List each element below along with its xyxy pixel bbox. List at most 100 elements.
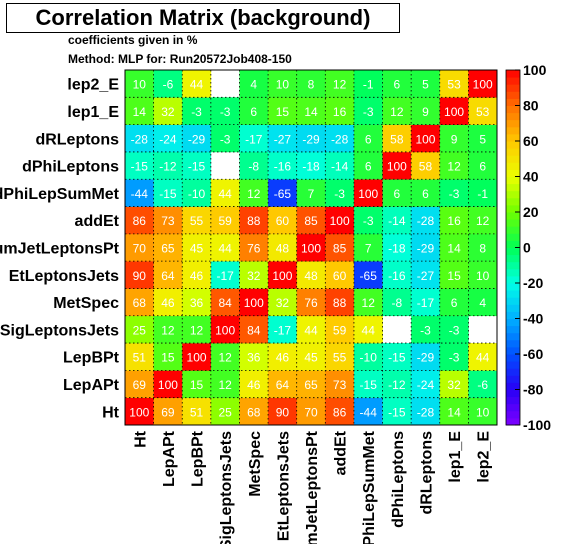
cell-value-label: -16 xyxy=(388,269,406,283)
cell-value-label: 45 xyxy=(304,351,318,365)
colorbar-segment xyxy=(506,155,520,163)
cell-value-label: 100 xyxy=(158,378,178,392)
heatmap-cell xyxy=(210,124,240,153)
cell-value-label: 53 xyxy=(476,105,490,119)
colorbar-segment xyxy=(506,226,520,234)
heatmap-cell xyxy=(153,97,183,125)
colorbar-segment xyxy=(506,212,520,220)
heatmap-cell xyxy=(210,97,240,125)
heatmap-cell xyxy=(239,179,269,207)
heatmap-cell xyxy=(382,370,412,398)
cell-value-label: 32 xyxy=(161,105,175,119)
cell-value-label: -3 xyxy=(449,323,460,337)
x-tick-label: dRLeptons xyxy=(418,431,435,515)
heatmap-cell xyxy=(182,397,212,426)
heatmap-cell xyxy=(439,370,469,398)
heatmap-cell xyxy=(182,70,212,98)
heatmap-cell xyxy=(296,124,326,153)
cell-value-label: -14 xyxy=(388,214,406,228)
heatmap-cell xyxy=(439,343,469,371)
cell-value-label: -27 xyxy=(417,269,435,283)
heatmap-cell xyxy=(325,370,355,398)
heatmap-cell xyxy=(239,97,269,125)
cell-value-label: 86 xyxy=(333,405,347,419)
heatmap-cell xyxy=(125,233,154,262)
heatmap-cell xyxy=(125,179,154,207)
heatmap-cell xyxy=(353,288,383,317)
heatmap-cell xyxy=(382,97,412,125)
cell-value-label: 14 xyxy=(304,105,318,119)
y-tick-label: EtLeptonsJets xyxy=(9,268,119,285)
colorbar-segment xyxy=(506,346,520,355)
heatmap-cell xyxy=(210,370,240,398)
colorbar-tick-label: 100 xyxy=(523,62,547,78)
y-tick-label: dPhiLeptons xyxy=(22,159,119,176)
heatmap-cell xyxy=(439,151,469,180)
cell-value-label: -44 xyxy=(360,405,378,419)
cell-value-label: 51 xyxy=(190,405,204,419)
heatmap-cell xyxy=(468,343,498,371)
cell-value-label: 64 xyxy=(161,269,175,283)
cell-value-label: -3 xyxy=(191,105,202,119)
colorbar-segment xyxy=(506,332,520,341)
heatmap-cell xyxy=(353,124,383,153)
cell-value-label: 100 xyxy=(215,323,235,337)
heatmap-cell xyxy=(296,397,326,426)
cell-value-label: 6 xyxy=(451,296,458,310)
cell-value-label: 65 xyxy=(304,378,318,392)
colorbar-segment xyxy=(506,410,520,419)
heatmap-cell xyxy=(468,206,498,235)
cell-value-label: 100 xyxy=(444,105,464,119)
cell-value-label: -15 xyxy=(188,160,206,174)
colorbar-segment xyxy=(506,275,520,284)
cell-value-label: 12 xyxy=(190,323,204,337)
heatmap-cell xyxy=(468,397,498,426)
colorbar-tick-label: 60 xyxy=(523,133,539,149)
heatmap-cell xyxy=(182,261,212,289)
heatmap-cell xyxy=(468,370,498,398)
heatmap-cell xyxy=(325,397,355,426)
x-tick-label: addEt xyxy=(333,430,350,475)
heatmap-cell xyxy=(268,97,297,125)
cell-value-label: 100 xyxy=(473,78,493,92)
heatmap-cell xyxy=(153,206,183,235)
cell-value-label: -10 xyxy=(188,187,206,201)
heatmap-cell xyxy=(182,233,212,262)
heatmap-cell xyxy=(325,151,355,180)
heatmap-cell xyxy=(411,343,441,371)
cell-value-label: -65 xyxy=(274,187,292,201)
heatmap-cell xyxy=(268,370,297,398)
cell-value-label: -15 xyxy=(360,378,378,392)
cell-value-label: 53 xyxy=(447,78,461,92)
cell-value-label: 100 xyxy=(415,132,435,146)
cell-value-label: 76 xyxy=(247,242,261,256)
cell-value-label: -15 xyxy=(388,405,406,419)
cell-value-label: 45 xyxy=(190,242,204,256)
cell-value-label: 44 xyxy=(304,323,318,337)
heatmap-cell xyxy=(125,206,154,235)
cell-value-label: 44 xyxy=(218,242,232,256)
heatmap-cell xyxy=(210,179,240,207)
heatmap-cell xyxy=(239,343,269,371)
colorbar-segment xyxy=(506,190,520,199)
cell-value-label: 25 xyxy=(218,405,232,419)
cell-value-label: 32 xyxy=(447,378,461,392)
heatmap-cell xyxy=(325,343,355,371)
y-tick-label: lep2_E xyxy=(67,77,119,94)
cell-value-label: 46 xyxy=(190,269,204,283)
heatmap-cell xyxy=(468,70,498,98)
cell-value-label: -3 xyxy=(363,105,374,119)
cell-value-label: 44 xyxy=(190,78,204,92)
cell-value-label: 4 xyxy=(250,78,257,92)
heatmap-cell xyxy=(468,288,498,317)
cell-value-label: 85 xyxy=(333,242,347,256)
colorbar-segment xyxy=(506,261,520,270)
heatmap-cell xyxy=(125,70,154,98)
colorbar-tick-label: -20 xyxy=(523,275,543,291)
heatmap-cell xyxy=(239,315,269,344)
cell-value-label: 68 xyxy=(133,296,147,310)
cell-value-label: 60 xyxy=(333,269,347,283)
cell-value-label: 100 xyxy=(387,160,407,174)
cell-value-label: 12 xyxy=(362,296,376,310)
heatmap-cell xyxy=(210,206,240,235)
